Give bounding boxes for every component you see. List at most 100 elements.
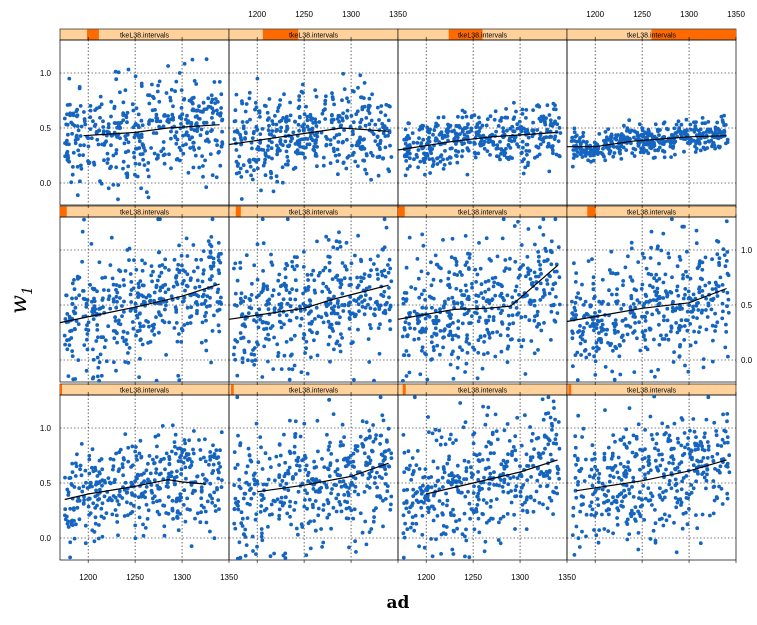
scatter-point [667,433,672,438]
scatter-point [549,239,554,244]
scatter-point [344,464,349,468]
scatter-point [145,168,150,172]
scatter-point [592,328,596,333]
scatter-point [216,455,221,459]
scatter-point [627,532,632,536]
scatter-point [179,148,183,153]
scatter-point [252,158,257,162]
panel-frame [228,216,399,383]
scatter-point [129,300,134,304]
scatter-point [166,485,170,489]
scatter-point [108,481,113,486]
scatter-point [440,502,445,506]
scatter-point [211,109,216,114]
scatter-point [340,336,344,340]
scatter-point [715,452,720,456]
scatter-point [582,349,587,353]
scatter-point [642,333,646,338]
scatter-point [178,492,183,496]
scatter-point [141,533,146,538]
scatter-point [401,555,406,560]
scatter-point [143,490,148,494]
scatter-point [149,483,154,487]
scatter-point [635,298,640,302]
scatter-point [321,108,326,113]
scatter-point [655,246,660,251]
scatter-point [574,524,579,529]
scatter-point [589,303,593,308]
scatter-point [613,464,618,468]
scatter-point [584,355,589,360]
scatter-point [106,186,111,191]
scatter-point [684,269,688,274]
scatter-point [538,267,543,272]
scatter-point [640,251,645,256]
scatter-point [520,159,525,164]
scatter-point [438,352,442,357]
scatter-point [459,300,464,305]
scatter-point [286,471,291,476]
scatter-point [146,461,150,466]
scatter-point [85,298,90,302]
scatter-point [267,123,271,128]
scatter-point [696,308,701,312]
scatter-point [724,219,729,224]
scatter-point [573,434,578,439]
scatter-point [650,437,655,442]
scatter-point [272,551,276,556]
scatter-point [701,357,706,361]
scatter-point [617,475,621,480]
scatter-point [327,334,332,339]
scatter-point [683,292,687,297]
scatter-point [648,414,653,419]
scatter-point [406,135,410,140]
scatter-point [605,465,610,470]
scatter-point [209,235,214,239]
scatter-point [579,494,584,498]
scatter-point [649,369,654,374]
scatter-point [215,108,219,113]
scatter-point [387,286,391,290]
scatter-point [408,326,412,330]
scatter-point [531,509,536,514]
scatter-point [235,130,240,135]
scatter-point [460,490,464,495]
scatter-point [480,458,485,462]
scatter-point [444,525,449,529]
scatter-point [247,488,252,492]
scatter-point [240,360,245,365]
scatter-point [328,290,332,295]
scatter-point [609,249,614,254]
scatter-point [340,261,345,265]
scatter-point [636,531,641,535]
scatter-point [400,334,405,339]
scatter-point [304,553,309,557]
scatter-point [484,501,489,505]
scatter-point [685,328,690,333]
scatter-point [213,138,218,143]
scatter-point [176,373,181,378]
scatter-point [463,534,467,539]
scatter-point [146,477,150,482]
scatter-point [506,482,511,487]
scatter-point [126,67,131,72]
scatter-point [469,507,474,511]
scatter-point [715,443,720,448]
scatter-point [477,530,482,535]
scatter-point [570,336,575,341]
scatter-point [345,108,350,113]
scatter-point [160,424,165,428]
scatter-point [358,145,363,150]
scatter-point [654,293,659,298]
scatter-point [312,338,316,343]
scatter-point [246,311,251,315]
scatter-point [284,129,288,134]
scatter-point [663,289,668,294]
scatter-point [84,305,89,309]
scatter-point [269,146,274,151]
scatter-point [89,136,94,141]
scatter-point [158,301,163,306]
scatter-point [236,433,240,438]
scatter-point [305,473,310,478]
scatter-point [441,305,446,310]
